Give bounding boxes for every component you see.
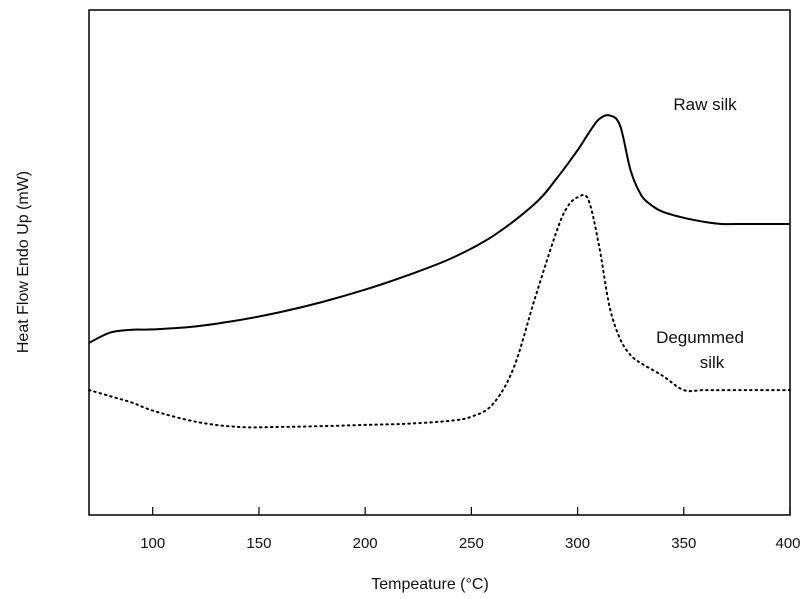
- x-tick-label: 350: [671, 535, 696, 552]
- x-axis-title: Tempeature (°C): [371, 576, 489, 593]
- x-axis-ticks: 100 150 200 250 300 350 400: [140, 507, 801, 552]
- y-axis-title: Heat Flow Endo Up (mW): [15, 171, 32, 353]
- x-tick-label: 200: [353, 535, 378, 552]
- x-tick-label: 150: [246, 535, 271, 552]
- x-tick-label: 400: [775, 535, 800, 552]
- series-label-raw-silk: Raw silk: [673, 95, 737, 114]
- x-tick-label: 250: [459, 535, 484, 552]
- series-layer: [88, 114, 791, 429]
- x-tick-label: 100: [140, 535, 165, 552]
- plot-frame: [88, 9, 791, 516]
- series-line-raw-silk: [88, 114, 790, 344]
- x-tick-label: 300: [565, 535, 590, 552]
- series-label-degummed-silk: silk: [700, 353, 725, 372]
- series-label-degummed-silk: Degummed: [656, 328, 744, 347]
- series-line-degummed-silk: [88, 193, 791, 429]
- series-labels: Raw silk Degummed silk: [656, 95, 744, 372]
